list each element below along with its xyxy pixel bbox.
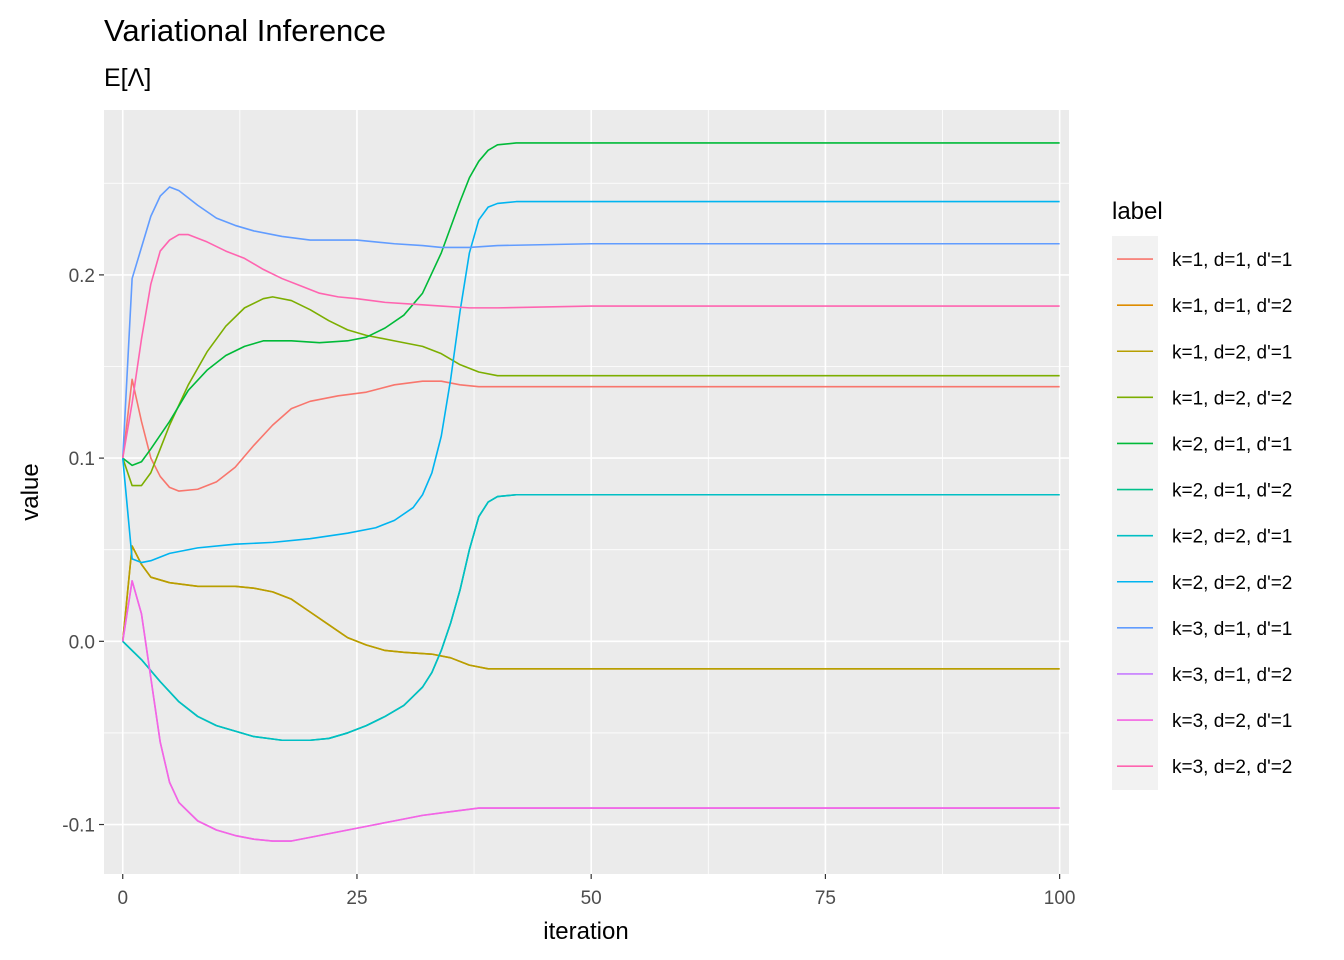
y-tick-label: 0.2 (69, 266, 95, 287)
legend-label: k=1, d=2, d'=1 (1172, 342, 1292, 363)
legend-label: k=1, d=2, d'=2 (1172, 388, 1292, 409)
y-tick-label: 0.1 (69, 449, 95, 470)
x-tick-label: 25 (346, 888, 367, 909)
series-line (122, 142, 1060, 467)
legend-label: k=1, d=1, d'=2 (1172, 296, 1292, 317)
series-line (121, 233, 1060, 459)
legend-label: k=2, d=1, d'=1 (1172, 434, 1292, 455)
series-lines (121, 142, 1060, 842)
legend-key-background (1112, 236, 1158, 790)
legend: k=1, d=1, d'=1 k=1, d=1, d'=2 k=1, d=2, d'… (1117, 250, 1292, 778)
x-tick-label: 75 (815, 888, 836, 909)
legend-label: k=3, d=1, d'=1 (1172, 619, 1292, 640)
series-line (121, 186, 1060, 459)
plot-panel (104, 110, 1069, 874)
x-axis: 0 25 50 75 100 (117, 874, 1075, 909)
x-axis-title: iteration (543, 918, 628, 945)
chart-subtitle: E[Λ] (104, 64, 151, 92)
legend-label: k=3, d=1, d'=2 (1172, 665, 1292, 686)
series-line (121, 580, 1060, 842)
y-axis: -0.1 0.0 0.1 0.2 (62, 266, 104, 837)
legend-label: k=2, d=2, d'=1 (1172, 527, 1292, 548)
legend-label: k=1, d=1, d'=1 (1172, 250, 1292, 271)
legend-title: label (1112, 198, 1163, 225)
series-line (121, 545, 1060, 670)
y-tick-label: -0.1 (62, 816, 95, 837)
series-line (121, 296, 1060, 487)
series-line (121, 200, 1060, 564)
series-line (122, 493, 1060, 742)
x-tick-label: 0 (117, 888, 128, 909)
chart-title: Variational Inference (104, 13, 386, 48)
legend-label: k=2, d=2, d'=2 (1172, 573, 1292, 594)
x-tick-label: 100 (1044, 888, 1076, 909)
major-gridlines (104, 110, 1069, 874)
y-axis-title: value (17, 463, 44, 520)
series-line (121, 378, 1060, 492)
legend-label: k=3, d=2, d'=1 (1172, 711, 1292, 732)
legend-label: k=2, d=1, d'=2 (1172, 481, 1292, 502)
legend-label: k=3, d=2, d'=2 (1172, 757, 1292, 778)
x-tick-label: 50 (581, 888, 602, 909)
y-tick-label: 0.0 (69, 632, 95, 653)
